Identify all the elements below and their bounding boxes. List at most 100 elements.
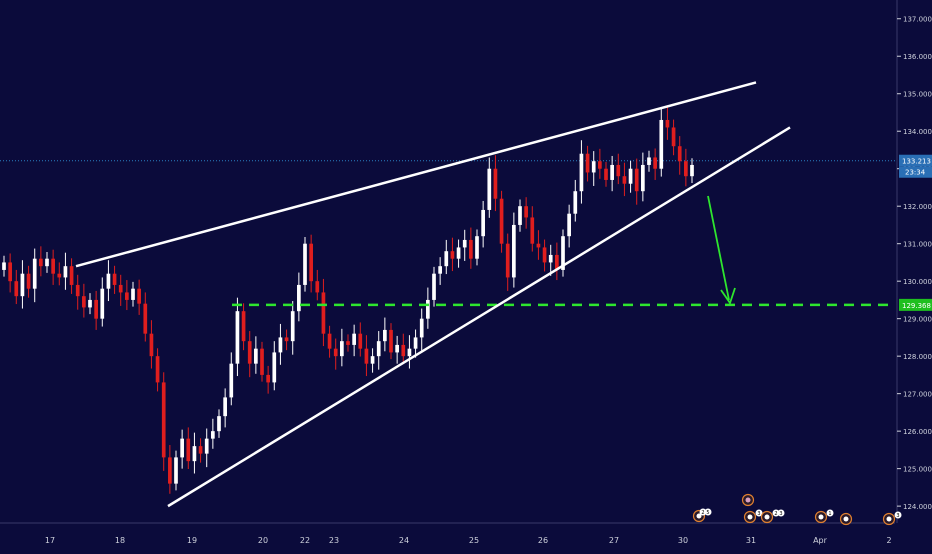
candle-body	[598, 161, 602, 169]
candle-body	[106, 273, 111, 289]
candle-body	[143, 303, 148, 334]
candle-body	[290, 311, 295, 342]
candle-body	[499, 198, 504, 244]
candle-body	[223, 397, 227, 417]
candle-body	[45, 258, 49, 267]
time-tick-label: 2	[886, 536, 891, 545]
candle-body	[155, 356, 160, 383]
candle-body	[88, 299, 92, 308]
time-tick-label: 23	[329, 536, 339, 545]
candle-body	[389, 329, 393, 353]
candle-body	[131, 288, 135, 300]
candle-body	[591, 161, 596, 173]
candle-body	[536, 243, 541, 248]
time-tick-label: 26	[538, 536, 548, 545]
candle-body	[444, 251, 449, 267]
candle-body	[186, 438, 191, 462]
event-marker-dot	[747, 514, 753, 520]
candle-body	[82, 296, 86, 308]
candle-body	[370, 356, 375, 364]
candle-body	[254, 348, 258, 364]
projection-arrow	[707, 195, 736, 305]
candle-body	[567, 213, 571, 237]
candle-body	[340, 341, 344, 357]
candle-body	[161, 382, 166, 458]
event-marker-dot	[745, 497, 751, 503]
candle-body	[112, 273, 117, 285]
candle-body	[125, 292, 129, 300]
event-count-badge	[755, 509, 763, 517]
candle-body	[69, 266, 74, 285]
time-tick-label: Apr	[813, 536, 828, 545]
candle-body	[456, 247, 461, 259]
event-count-badge	[826, 509, 834, 517]
candle-body	[94, 299, 98, 319]
candle-body	[573, 191, 578, 214]
support-trendline	[167, 126, 791, 508]
candle-body	[174, 457, 178, 484]
event-marker-dot	[843, 516, 849, 522]
time-tick-label: 27	[609, 536, 619, 545]
candle-body	[327, 333, 332, 349]
time-axis[interactable]: 17 18 19 20 22 23 24 25 26 27 30 31 Apr 2	[0, 522, 895, 545]
event-count-badge	[894, 511, 902, 519]
arrow-head	[720, 287, 736, 305]
candle-body	[180, 438, 184, 458]
price-axis[interactable]: 124.000 125.000 126.000 127.000 128.000 129.0…	[896, 0, 932, 523]
candle-body	[555, 254, 559, 270]
candle-series	[2, 106, 694, 494]
price-tick-label: 132.000	[903, 203, 932, 211]
price-tick-label: 137.000	[903, 16, 932, 24]
candle-body	[204, 438, 209, 454]
candle-body	[419, 318, 424, 338]
time-tick-label: 19	[187, 536, 197, 545]
candle-body	[211, 431, 215, 439]
candle-body	[622, 176, 627, 184]
event-count-label: 1	[828, 511, 831, 517]
price-tick-label: 125.000	[903, 466, 932, 474]
event-count-badge	[699, 508, 707, 516]
candle-body	[321, 292, 326, 334]
time-tick-label: 25	[469, 536, 479, 545]
candle-body	[8, 262, 12, 282]
candle-body	[530, 217, 535, 244]
candle-body	[168, 457, 172, 484]
candle-body	[628, 168, 633, 184]
candle-body	[684, 161, 688, 177]
candle-body	[647, 157, 651, 165]
event-count-badge	[772, 509, 780, 517]
price-tick-label: 124.000	[903, 503, 932, 511]
event-count-label: 3	[779, 511, 782, 517]
event-count-label: 3	[757, 511, 760, 517]
event-count-badge	[777, 509, 785, 517]
countdown-badge	[899, 166, 932, 178]
candle-body	[241, 311, 246, 342]
candle-body	[26, 273, 31, 289]
candle-body	[395, 344, 399, 353]
target-price-label: 129.368	[902, 302, 931, 310]
candle-body	[2, 262, 6, 270]
price-tick-label: 131.000	[903, 241, 932, 249]
price-tick-label: 126.000	[903, 428, 932, 436]
candle-body	[690, 164, 694, 177]
candle-body	[376, 341, 381, 357]
time-tick-label: 30	[678, 536, 688, 545]
arrow-shaft	[707, 195, 730, 301]
event-count-label: 2	[701, 510, 704, 516]
current-price-label: 133.213	[902, 158, 931, 166]
candle-body	[20, 273, 25, 297]
candle-body	[585, 153, 590, 173]
candle-body	[548, 254, 553, 263]
candle-body	[137, 288, 141, 304]
candle-body	[469, 239, 473, 259]
candle-body	[229, 363, 234, 398]
candle-body	[118, 284, 123, 293]
price-tick-label: 135.000	[903, 91, 932, 99]
candle-body	[278, 337, 283, 353]
candle-body	[438, 266, 442, 274]
candle-body	[671, 127, 676, 147]
candle-body	[346, 341, 350, 345]
candle-body	[432, 273, 436, 300]
